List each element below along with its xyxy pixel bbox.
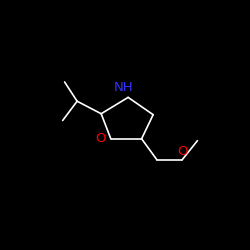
Text: O: O xyxy=(95,132,106,145)
Text: NH: NH xyxy=(114,80,133,94)
Text: O: O xyxy=(177,145,187,158)
